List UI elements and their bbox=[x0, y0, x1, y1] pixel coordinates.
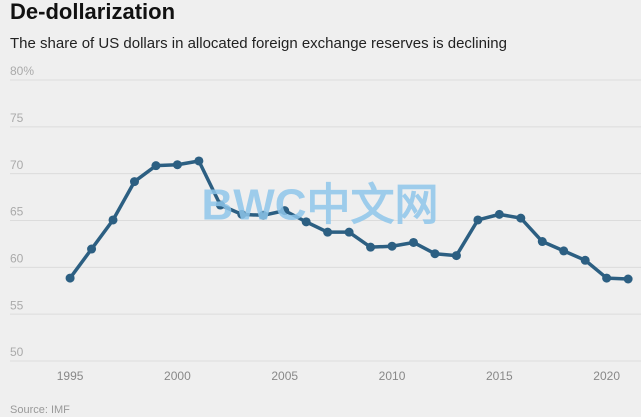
data-point bbox=[215, 200, 225, 210]
data-point bbox=[494, 209, 504, 219]
data-point bbox=[580, 255, 590, 265]
y-tick-label: 65 bbox=[10, 205, 24, 219]
data-point bbox=[151, 161, 161, 171]
data-point bbox=[408, 237, 418, 247]
data-point bbox=[194, 156, 204, 166]
data-point bbox=[516, 213, 526, 223]
x-tick-label: 2005 bbox=[271, 369, 298, 383]
data-point bbox=[258, 210, 268, 220]
data-point bbox=[172, 160, 182, 170]
data-point bbox=[537, 237, 547, 247]
y-tick-label: 60 bbox=[10, 252, 24, 266]
watermark: BWC中文网 bbox=[201, 181, 438, 230]
data-point bbox=[451, 251, 461, 261]
data-point bbox=[301, 217, 311, 227]
x-tick-label: 2020 bbox=[593, 369, 620, 383]
data-point bbox=[430, 249, 440, 259]
x-tick-label: 1995 bbox=[57, 369, 84, 383]
data-point bbox=[366, 242, 376, 252]
data-point bbox=[344, 227, 354, 237]
data-point bbox=[559, 246, 569, 256]
data-point bbox=[108, 215, 118, 225]
data-point bbox=[323, 227, 333, 237]
data-point bbox=[602, 273, 612, 283]
data-point bbox=[129, 177, 139, 187]
data-point bbox=[280, 206, 290, 216]
source: Source: IMF bbox=[10, 404, 70, 416]
y-tick-label: 80% bbox=[10, 64, 34, 78]
x-tick-label: 2015 bbox=[486, 369, 513, 383]
data-point bbox=[237, 209, 247, 219]
data-point bbox=[473, 215, 483, 225]
chart-subtitle: The share of US dollars in allocated for… bbox=[10, 35, 507, 52]
y-tick-label: 70 bbox=[10, 158, 24, 172]
y-tick-label: 55 bbox=[10, 298, 24, 312]
x-tick-label: 2000 bbox=[164, 369, 191, 383]
chart-title: De-dollarization bbox=[10, 0, 175, 24]
data-point bbox=[65, 273, 75, 283]
data-point bbox=[387, 241, 397, 251]
x-tick-label: 2010 bbox=[379, 369, 406, 383]
data-point bbox=[87, 244, 97, 254]
y-tick-label: 75 bbox=[10, 111, 24, 125]
y-tick-label: 50 bbox=[10, 345, 24, 359]
data-point bbox=[623, 274, 633, 284]
